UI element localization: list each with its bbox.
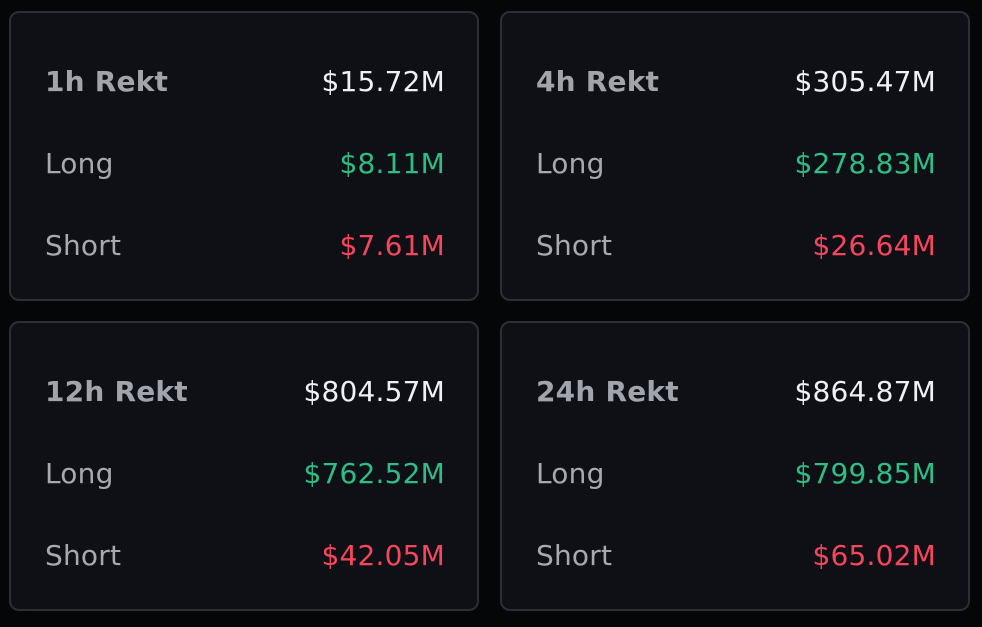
short-row: Short $65.02M [536, 535, 936, 575]
short-label: Short [45, 538, 122, 572]
short-label: Short [45, 228, 122, 262]
rekt-card-24h: 24h Rekt $864.87M Long $799.85M Short $6… [500, 321, 970, 611]
long-value: $8.11M [339, 146, 445, 180]
long-row: Long $278.83M [536, 143, 936, 183]
short-value: $65.02M [812, 538, 936, 572]
long-row: Long $762.52M [45, 453, 445, 493]
total-value: $305.47M [794, 64, 936, 98]
total-row: 4h Rekt $305.47M [536, 61, 936, 101]
short-value: $42.05M [321, 538, 445, 572]
long-value: $278.83M [794, 146, 936, 180]
total-row: 12h Rekt $804.57M [45, 371, 445, 411]
total-value: $15.72M [321, 64, 445, 98]
long-label: Long [45, 146, 114, 180]
long-value: $762.52M [303, 456, 445, 490]
long-label: Long [45, 456, 114, 490]
short-value: $26.64M [812, 228, 936, 262]
rekt-card-12h: 12h Rekt $804.57M Long $762.52M Short $4… [9, 321, 479, 611]
long-label: Long [536, 146, 605, 180]
short-row: Short $42.05M [45, 535, 445, 575]
rekt-card-4h: 4h Rekt $305.47M Long $278.83M Short $26… [500, 11, 970, 301]
total-value: $804.57M [303, 374, 445, 408]
short-value: $7.61M [339, 228, 445, 262]
card-title: 1h Rekt [45, 64, 169, 98]
short-label: Short [536, 228, 613, 262]
long-value: $799.85M [794, 456, 936, 490]
long-row: Long $8.11M [45, 143, 445, 183]
short-row: Short $7.61M [45, 225, 445, 265]
short-row: Short $26.64M [536, 225, 936, 265]
short-label: Short [536, 538, 613, 572]
long-label: Long [536, 456, 605, 490]
card-title: 12h Rekt [45, 374, 188, 408]
total-row: 24h Rekt $864.87M [536, 371, 936, 411]
long-row: Long $799.85M [536, 453, 936, 493]
total-row: 1h Rekt $15.72M [45, 61, 445, 101]
total-value: $864.87M [794, 374, 936, 408]
rekt-card-1h: 1h Rekt $15.72M Long $8.11M Short $7.61M [9, 11, 479, 301]
card-title: 24h Rekt [536, 374, 679, 408]
card-title: 4h Rekt [536, 64, 660, 98]
